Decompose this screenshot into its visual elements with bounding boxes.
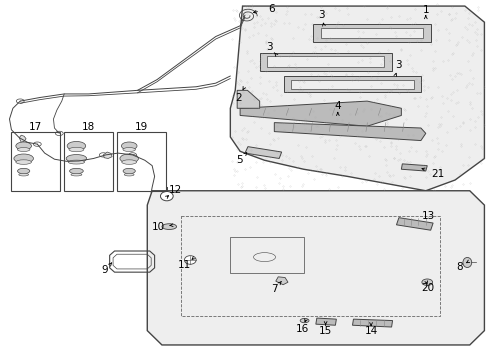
- Ellipse shape: [69, 147, 84, 152]
- Polygon shape: [396, 218, 433, 230]
- Ellipse shape: [422, 279, 433, 285]
- Text: 16: 16: [295, 324, 309, 334]
- Polygon shape: [230, 6, 485, 191]
- Ellipse shape: [70, 168, 83, 174]
- Ellipse shape: [122, 142, 137, 150]
- Text: 11: 11: [178, 260, 192, 270]
- Ellipse shape: [55, 131, 63, 135]
- Text: 1: 1: [422, 5, 429, 15]
- Ellipse shape: [123, 168, 135, 174]
- Bar: [11, 132, 60, 191]
- Polygon shape: [276, 277, 288, 285]
- Polygon shape: [314, 24, 431, 42]
- Text: 2: 2: [235, 93, 242, 103]
- Text: 18: 18: [82, 122, 95, 132]
- Polygon shape: [103, 152, 112, 158]
- Polygon shape: [292, 80, 414, 89]
- Circle shape: [160, 192, 173, 201]
- Text: 3: 3: [266, 42, 273, 52]
- Polygon shape: [316, 318, 336, 325]
- Text: 6: 6: [269, 4, 275, 14]
- Text: 20: 20: [422, 283, 435, 293]
- Ellipse shape: [300, 319, 309, 323]
- Ellipse shape: [71, 173, 82, 176]
- Ellipse shape: [99, 153, 107, 157]
- Text: 3: 3: [318, 10, 325, 20]
- Text: 21: 21: [431, 168, 444, 179]
- Polygon shape: [401, 164, 427, 171]
- Ellipse shape: [33, 142, 41, 146]
- Polygon shape: [245, 147, 282, 158]
- Polygon shape: [260, 53, 392, 71]
- Text: 19: 19: [135, 122, 148, 132]
- Text: 3: 3: [395, 60, 402, 70]
- Polygon shape: [240, 101, 401, 126]
- Ellipse shape: [18, 148, 30, 152]
- Polygon shape: [274, 123, 426, 140]
- Text: 8: 8: [457, 262, 464, 272]
- Circle shape: [184, 256, 196, 264]
- Polygon shape: [284, 76, 421, 92]
- Ellipse shape: [120, 154, 139, 163]
- Ellipse shape: [16, 99, 24, 103]
- Text: 7: 7: [271, 284, 278, 294]
- Ellipse shape: [162, 224, 176, 229]
- Ellipse shape: [66, 154, 87, 162]
- Text: 14: 14: [365, 326, 378, 336]
- Polygon shape: [321, 28, 423, 39]
- Text: 17: 17: [29, 122, 43, 132]
- Bar: [117, 132, 166, 191]
- Ellipse shape: [16, 142, 31, 150]
- Ellipse shape: [123, 148, 135, 152]
- Ellipse shape: [16, 160, 31, 164]
- Ellipse shape: [463, 257, 472, 267]
- Polygon shape: [147, 191, 485, 345]
- Text: 12: 12: [169, 185, 182, 195]
- Ellipse shape: [18, 168, 30, 174]
- Ellipse shape: [124, 173, 134, 176]
- Ellipse shape: [19, 173, 28, 176]
- Ellipse shape: [14, 154, 33, 163]
- Ellipse shape: [68, 160, 85, 164]
- Polygon shape: [237, 90, 260, 108]
- Text: 4: 4: [335, 102, 341, 112]
- Polygon shape: [19, 135, 26, 142]
- Ellipse shape: [67, 141, 86, 150]
- Text: 13: 13: [421, 211, 435, 221]
- Ellipse shape: [129, 153, 137, 157]
- Text: 15: 15: [319, 326, 332, 336]
- Bar: [64, 132, 113, 191]
- Text: 5: 5: [236, 155, 243, 165]
- Ellipse shape: [122, 160, 137, 164]
- Polygon shape: [267, 56, 384, 67]
- Text: 9: 9: [101, 265, 108, 275]
- Polygon shape: [352, 319, 392, 327]
- Text: 10: 10: [151, 222, 165, 231]
